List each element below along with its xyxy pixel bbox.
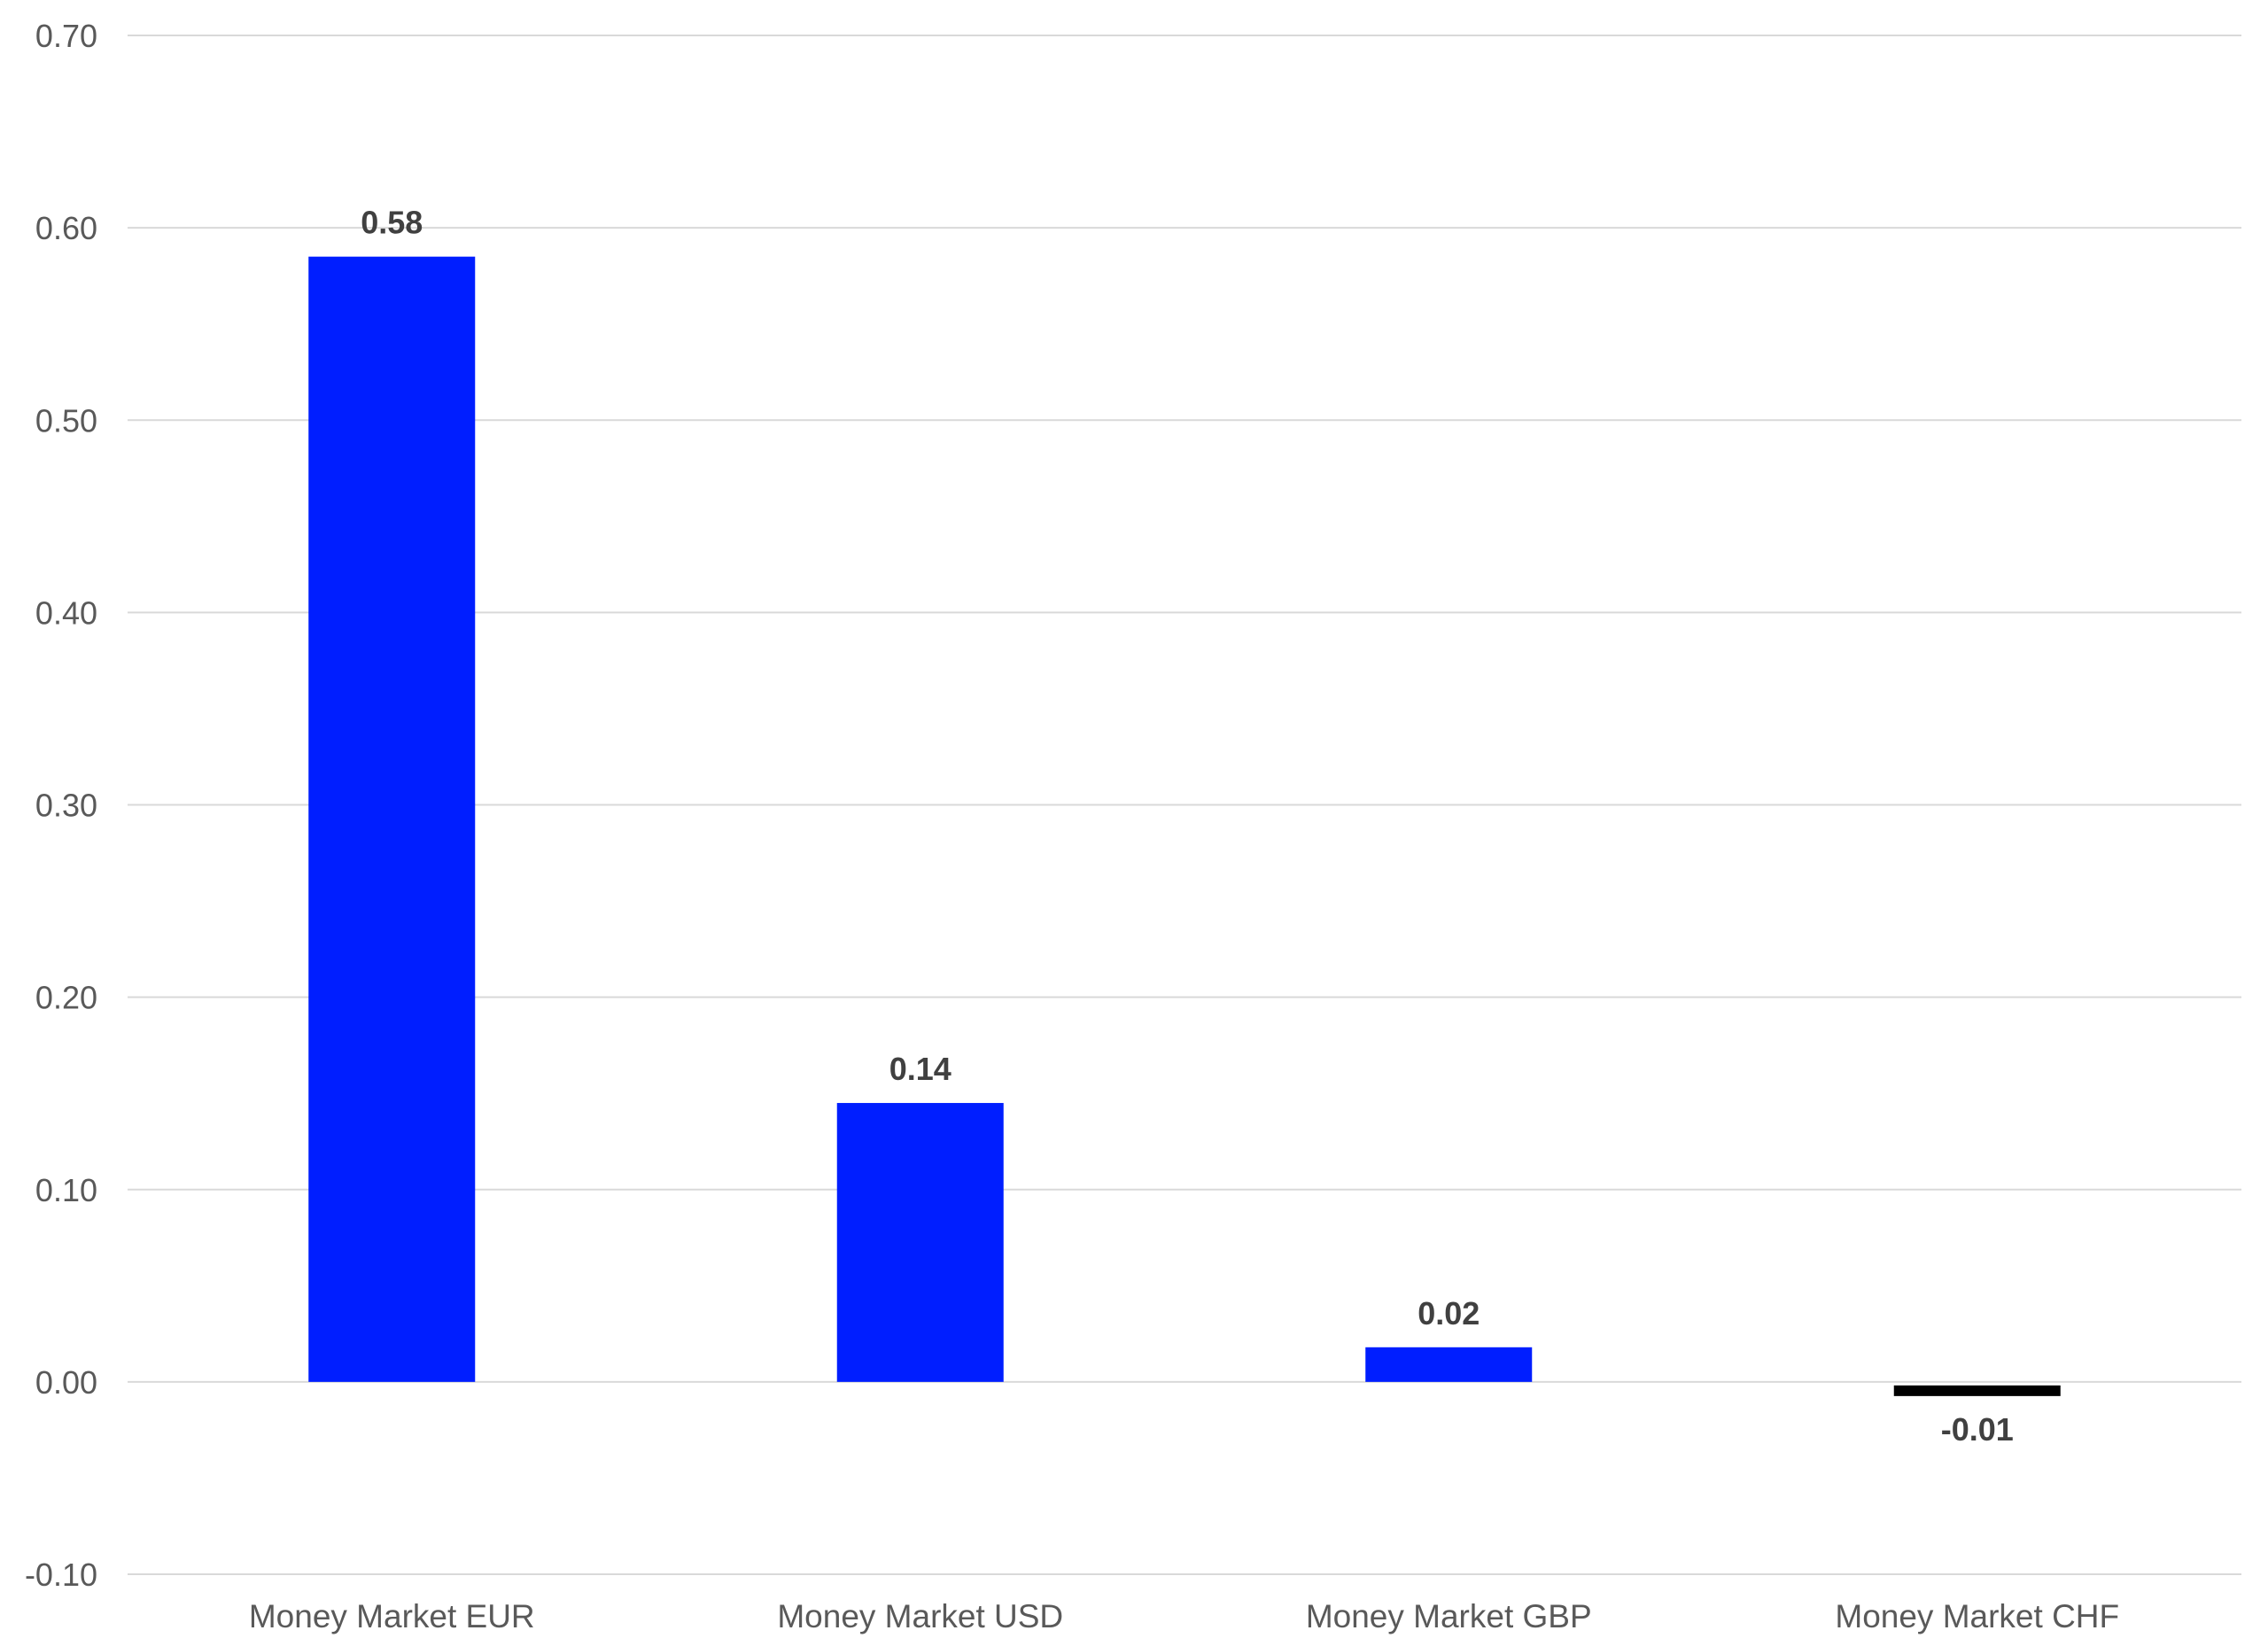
data-labels: 0.58 0.14 0.02 -0.01 [361, 205, 2014, 1448]
x-category-label: Money Market GBP [1306, 1598, 1592, 1634]
y-tick-label: 0.40 [35, 594, 97, 631]
x-axis-category-labels: Money Market EUR Money Market USD Money Ma… [249, 1598, 2119, 1634]
bar-money-market-gbp [1365, 1347, 1533, 1382]
x-category-label: Money Market USD [777, 1598, 1063, 1634]
y-tick-label: 0.20 [35, 980, 97, 1016]
y-tick-label: 0.00 [35, 1364, 97, 1401]
x-category-label: Money Market CHF [1835, 1598, 2119, 1634]
y-tick-label: 0.30 [35, 788, 97, 824]
x-category-label: Money Market EUR [249, 1598, 535, 1634]
bars [308, 256, 2061, 1396]
bar-money-market-usd [836, 1103, 1004, 1382]
data-label: 0.58 [361, 205, 423, 241]
y-tick-label: 0.60 [35, 210, 97, 246]
data-label: 0.02 [1418, 1295, 1480, 1332]
data-label: -0.01 [1941, 1411, 2014, 1448]
data-label: 0.14 [889, 1051, 951, 1087]
y-tick-label: -0.10 [25, 1557, 97, 1593]
y-axis-tick-labels: 0.70 0.60 0.50 0.40 0.30 0.20 0.10 0.00 -0.10 [25, 18, 97, 1593]
y-tick-label: 0.50 [35, 402, 97, 439]
y-tick-label: 0.70 [35, 18, 97, 54]
y-tick-label: 0.10 [35, 1172, 97, 1208]
gridlines [128, 35, 2241, 1575]
bar-money-market-eur [308, 256, 476, 1382]
bar-money-market-chf [1893, 1385, 2061, 1396]
